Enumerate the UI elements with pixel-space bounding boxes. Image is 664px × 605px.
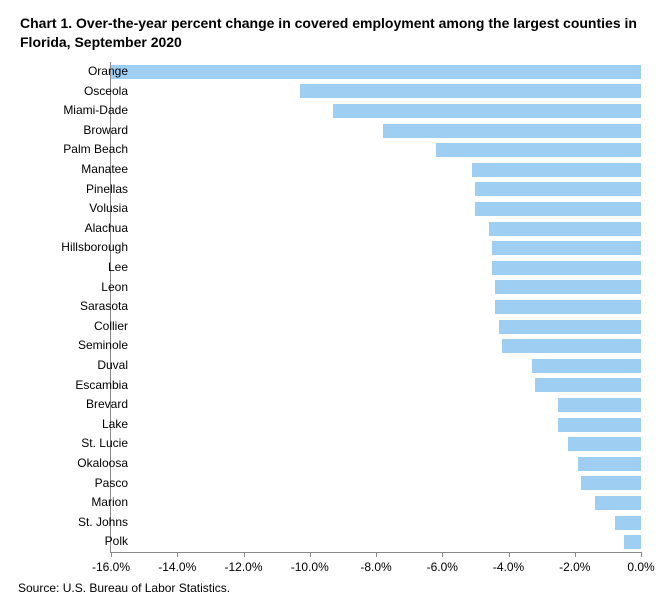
x-tick-label: 0.0% [627, 560, 654, 574]
bar-row [111, 356, 641, 376]
x-tick [575, 552, 576, 557]
y-category-label: Manatee [81, 160, 128, 180]
y-category-label: Lee [108, 258, 128, 278]
x-tick [310, 552, 311, 557]
bar-row [111, 199, 641, 219]
bar [475, 182, 641, 196]
y-category-label: Pinellas [86, 180, 128, 200]
y-category-label: Volusia [89, 199, 128, 219]
y-category-label: Okaloosa [77, 454, 128, 474]
x-tick-label: -2.0% [559, 560, 590, 574]
y-category-label: Lake [102, 415, 128, 435]
bar-row [111, 395, 641, 415]
x-tick-label: -16.0% [92, 560, 130, 574]
y-category-label: Duval [97, 356, 128, 376]
y-category-label: Brevard [86, 395, 128, 415]
bar [581, 476, 641, 490]
bar [383, 124, 641, 138]
bar [333, 104, 641, 118]
x-tick [509, 552, 510, 557]
source-text: Source: U.S. Bureau of Labor Statistics. [18, 581, 230, 595]
y-category-label: Sarasota [80, 297, 128, 317]
bar-row [111, 532, 641, 552]
y-category-label: St. Johns [78, 513, 128, 533]
y-category-label: Pasco [95, 474, 128, 494]
x-tick-label: -4.0% [493, 560, 524, 574]
bar [495, 280, 641, 294]
chart-container: Chart 1. Over-the-year percent change in… [0, 0, 664, 605]
bar [436, 143, 641, 157]
bar [472, 163, 641, 177]
x-tick [177, 552, 178, 557]
x-tick [244, 552, 245, 557]
y-category-label: St. Lucie [81, 434, 128, 454]
bar [111, 65, 641, 79]
bar [535, 378, 641, 392]
y-category-label: Marion [91, 493, 128, 513]
bar-row [111, 278, 641, 298]
x-tick [641, 552, 642, 557]
bar-row [111, 415, 641, 435]
bar [578, 457, 641, 471]
y-category-label: Seminole [78, 336, 128, 356]
bar-row [111, 101, 641, 121]
bar [532, 359, 641, 373]
y-category-label: Miami-Dade [63, 101, 128, 121]
bar-row [111, 376, 641, 396]
x-tick-label: -12.0% [224, 560, 262, 574]
y-category-label: Alachua [85, 219, 128, 239]
bar-row [111, 297, 641, 317]
y-category-label: Polk [105, 532, 128, 552]
bar-row [111, 434, 641, 454]
bar-row [111, 219, 641, 239]
bar [558, 418, 641, 432]
bar [499, 320, 641, 334]
y-category-label: Broward [83, 121, 128, 141]
bar-row [111, 238, 641, 258]
x-tick-label: -10.0% [291, 560, 329, 574]
bar-row [111, 474, 641, 494]
bar [489, 222, 641, 236]
bar-row [111, 258, 641, 278]
bar-row [111, 336, 641, 356]
bar [595, 496, 641, 510]
bar-row [111, 62, 641, 82]
bar [615, 516, 642, 530]
bar [492, 241, 641, 255]
bar [495, 300, 641, 314]
bar-row [111, 121, 641, 141]
x-tick [442, 552, 443, 557]
y-category-label: Hillsborough [61, 238, 128, 258]
chart-title: Chart 1. Over-the-year percent change in… [20, 14, 644, 52]
bar [568, 437, 641, 451]
x-tick [111, 552, 112, 557]
bar [558, 398, 641, 412]
bar [300, 84, 641, 98]
x-tick-label: -14.0% [158, 560, 196, 574]
plot-area: -16.0%-14.0%-12.0%-10.0%-8.0%-6.0%-4.0%-… [110, 62, 641, 553]
bar-row [111, 160, 641, 180]
bar-row [111, 180, 641, 200]
y-category-label: Leon [101, 278, 128, 298]
bar [475, 202, 641, 216]
bar-row [111, 82, 641, 102]
y-category-label: Osceola [84, 82, 128, 102]
bar [492, 261, 641, 275]
x-tick-label: -8.0% [360, 560, 391, 574]
y-category-label: Orange [88, 62, 128, 82]
x-tick-label: -6.0% [427, 560, 458, 574]
x-tick [376, 552, 377, 557]
y-category-label: Collier [94, 317, 128, 337]
bar [502, 339, 641, 353]
y-category-label: Palm Beach [63, 140, 128, 160]
bar-row [111, 317, 641, 337]
y-category-label: Escambia [75, 376, 128, 396]
bar [624, 535, 641, 549]
bar-row [111, 140, 641, 160]
bar-row [111, 493, 641, 513]
bar-row [111, 513, 641, 533]
bar-row [111, 454, 641, 474]
